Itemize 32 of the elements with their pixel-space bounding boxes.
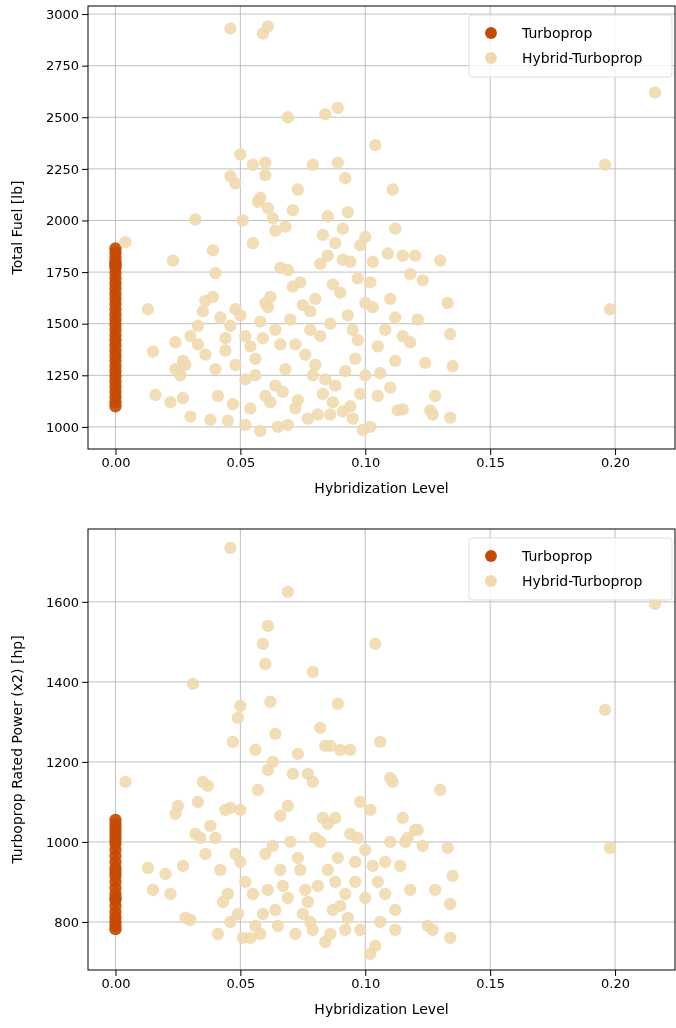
y-tick-label: 1500 bbox=[45, 316, 79, 332]
legend-label: Hybrid-Turboprop bbox=[522, 50, 643, 66]
x-tick-label: 0.00 bbox=[101, 455, 131, 471]
x-tick-label: 0.10 bbox=[351, 455, 381, 471]
x-tick-label: 0.20 bbox=[601, 976, 631, 992]
legend-label: Turboprop bbox=[521, 548, 593, 564]
y-tick-label: 2750 bbox=[45, 58, 79, 74]
y-tick-label: 3000 bbox=[45, 6, 79, 22]
y-tick-label: 2000 bbox=[45, 213, 79, 229]
x-tick-label: 0.10 bbox=[351, 976, 381, 992]
y-tick-label: 800 bbox=[54, 914, 79, 930]
x-tick-label: 0.20 bbox=[601, 455, 631, 471]
x-axis-title: Hybridization Level bbox=[314, 1001, 449, 1017]
y-tick-label: 1000 bbox=[45, 834, 79, 850]
y-axis-title: Total Fuel [lb] bbox=[9, 180, 25, 276]
y-tick-label: 1200 bbox=[45, 754, 79, 770]
y-axis-title: Turboprop Rated Power (x2) [hp] bbox=[9, 635, 25, 865]
x-tick-label: 0.15 bbox=[476, 455, 506, 471]
x-tick-label: 0.00 bbox=[101, 976, 131, 992]
y-tick-label: 1400 bbox=[45, 674, 79, 690]
y-tick-label: 2250 bbox=[45, 161, 79, 177]
y-tick-label: 1250 bbox=[45, 367, 79, 383]
y-tick-label: 2500 bbox=[45, 109, 79, 125]
x-axis-title: Hybridization Level bbox=[314, 480, 449, 496]
y-tick-label: 1750 bbox=[45, 264, 79, 280]
y-tick-label: 1000 bbox=[45, 419, 79, 435]
x-tick-label: 0.15 bbox=[476, 976, 506, 992]
legend-label: Hybrid-Turboprop bbox=[522, 573, 643, 589]
y-tick-label: 1600 bbox=[45, 594, 79, 610]
x-tick-label: 0.05 bbox=[226, 455, 256, 471]
legend-label: Turboprop bbox=[521, 25, 593, 41]
x-tick-label: 0.05 bbox=[226, 976, 256, 992]
